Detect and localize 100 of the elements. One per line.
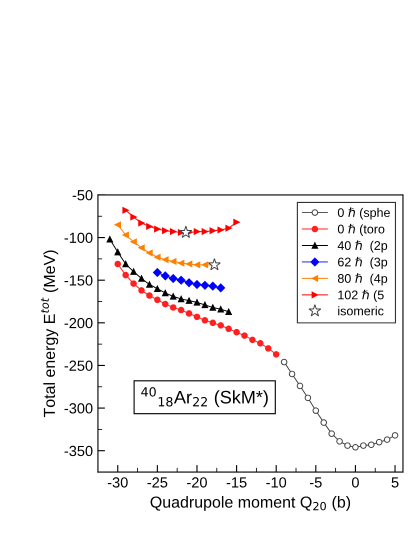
point <box>162 290 169 296</box>
point <box>114 248 122 256</box>
x-tick-label: -20 <box>187 477 207 488</box>
point <box>122 260 129 268</box>
point <box>202 317 208 324</box>
legend-label: isomeric <box>338 306 384 316</box>
point <box>170 258 176 265</box>
point <box>208 258 221 270</box>
point <box>178 306 184 314</box>
point <box>233 328 240 336</box>
point <box>168 274 178 283</box>
point <box>304 394 312 402</box>
point <box>368 441 375 448</box>
point <box>202 228 208 235</box>
y-tick-label: -300 <box>64 403 93 414</box>
legend-label: 0 ℏ (sphe <box>338 207 390 220</box>
point <box>162 227 169 234</box>
point <box>192 280 202 289</box>
y-axis-title: Total energy E$^{tot}$ (MeV) <box>40 250 58 418</box>
point <box>194 262 200 268</box>
point <box>178 260 184 266</box>
point <box>202 262 208 268</box>
point <box>130 214 137 220</box>
point <box>312 407 320 414</box>
point <box>216 283 226 292</box>
point <box>138 275 145 282</box>
x-tick-label: -5 <box>310 477 322 488</box>
point <box>225 308 232 315</box>
point <box>122 272 129 278</box>
point <box>194 228 200 235</box>
x-axis-title: Quadrupole moment Q$_{20}$ (b) <box>150 496 350 511</box>
point <box>186 260 192 268</box>
x-tick-label: 5 <box>392 477 398 488</box>
point <box>210 320 216 326</box>
point <box>352 444 359 451</box>
point <box>208 282 218 291</box>
point <box>280 358 288 366</box>
x-tick-label: 0 <box>352 477 359 488</box>
point <box>154 296 161 304</box>
point <box>186 297 192 304</box>
point <box>184 278 194 288</box>
point <box>320 419 327 426</box>
point <box>138 244 145 252</box>
annotation: $^{40}$$_{18}$Ar$_{22}$ (SkM*) <box>141 387 268 408</box>
point <box>162 256 169 263</box>
point <box>194 299 200 306</box>
point <box>154 254 161 260</box>
point <box>233 218 240 226</box>
point <box>138 220 145 226</box>
point <box>384 436 390 443</box>
point <box>225 224 232 232</box>
y-tick-label: -250 <box>64 360 93 371</box>
point <box>130 268 137 275</box>
point <box>194 314 200 320</box>
point <box>257 340 264 347</box>
point <box>217 306 224 312</box>
point <box>336 438 343 445</box>
point <box>360 442 367 449</box>
x-tick-label: -30 <box>108 477 128 488</box>
point <box>392 432 398 439</box>
y-tick-label: -100 <box>64 232 93 243</box>
point <box>328 430 335 437</box>
point <box>162 300 169 308</box>
point <box>170 228 176 235</box>
point <box>376 438 382 446</box>
point <box>160 272 170 280</box>
point <box>138 287 145 294</box>
point <box>122 232 129 238</box>
x-tick-label: -25 <box>147 477 168 488</box>
point <box>265 345 272 352</box>
point <box>114 222 122 228</box>
y-tick-label: -150 <box>64 275 93 286</box>
point <box>106 236 114 243</box>
point <box>210 304 216 311</box>
point <box>179 226 192 238</box>
legend-label: 62 ℏ (3p <box>338 256 388 269</box>
point <box>170 304 176 311</box>
point <box>146 292 153 299</box>
legend-label: 40 ℏ (2p <box>338 240 388 252</box>
point <box>170 293 176 300</box>
point <box>249 336 256 344</box>
point <box>241 332 248 339</box>
point <box>217 226 224 234</box>
y-tick-label: -50 <box>72 190 93 200</box>
point <box>154 226 161 232</box>
point <box>154 285 161 292</box>
x-tick-label: -10 <box>266 477 286 488</box>
point <box>202 302 208 308</box>
point <box>176 276 186 285</box>
y-tick-label: -200 <box>64 318 93 328</box>
point <box>178 296 184 302</box>
point <box>186 310 192 317</box>
point <box>344 442 351 449</box>
point <box>146 250 153 256</box>
y-tick-label: -350 <box>64 446 93 456</box>
point <box>130 238 137 246</box>
x-tick-label: -15 <box>226 477 247 488</box>
point <box>296 382 304 390</box>
point <box>146 281 153 288</box>
point <box>114 260 122 268</box>
